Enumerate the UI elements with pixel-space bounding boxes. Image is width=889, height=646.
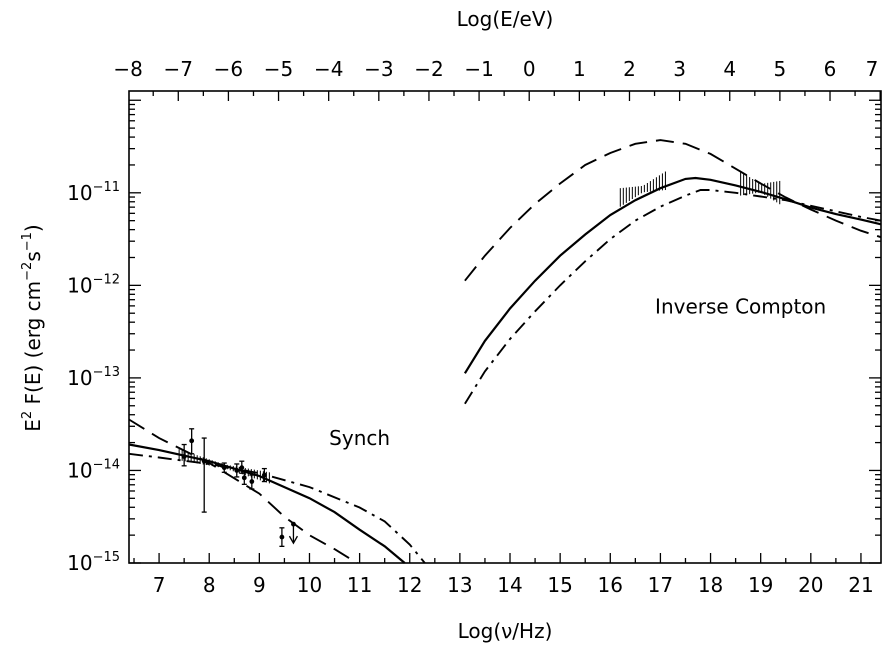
data-point [181,454,187,459]
curve-dashdot [464,189,882,405]
data-points [181,428,299,547]
y-tick-label: 10−15 [67,550,120,575]
curve-dashed [128,418,358,564]
x-tick-label: 15 [547,573,572,597]
x-tick-label: 9 [253,573,266,597]
y-axis-title: E2 F(E) (erg cm−2s−1) [20,224,45,431]
y-tick-label: 10−14 [67,457,120,482]
x-tick-label: 16 [598,573,623,597]
y-tick-label: 10−11 [67,180,120,205]
bowtie [619,171,666,207]
x-tick-label: 7 [153,573,166,597]
curve-solid [463,176,882,374]
top-tick-label: −2 [414,57,443,81]
top-tick-label: 1 [573,57,586,81]
curve-solid [128,443,406,564]
data-point [239,465,245,471]
top-tick-label: 7 [866,57,879,81]
top-tick-label: −1 [464,57,493,81]
curve-dashdot [128,452,426,564]
annotation-synch: Synch [329,426,390,450]
x-tick-label: 8 [203,573,216,597]
data-point [189,438,195,444]
plot-frame [128,90,882,564]
axis-ticks [129,91,881,564]
data-point [261,472,267,478]
top-axis-title: Log(E/eV) [457,7,554,31]
data-point [241,475,247,481]
top-tick-label: 2 [623,57,636,81]
x-tick-label: 13 [447,573,472,597]
bowtie-group [178,171,781,484]
upper-limit-arrow [288,535,299,545]
x-tick-label: 11 [347,573,372,597]
x-tick-label: 10 [297,573,322,597]
annotation-inverse-compton: Inverse Compton [655,295,826,319]
y-tick-label: 10−13 [67,365,120,390]
data-point [279,534,285,540]
x-tick-label: 19 [748,573,773,597]
x-tick-label: 21 [848,573,873,597]
top-tick-label: 4 [723,57,736,81]
x-tick-label: 20 [798,573,823,597]
data-point [201,458,207,464]
top-tick-label: −7 [164,57,193,81]
top-tick-label: −4 [314,57,343,81]
top-tick-label: −6 [214,57,243,81]
bottom-axis-labels: 7 8 9 10 11 12 13 14 15 16 17 18 19 20 21 [153,573,874,597]
y-axis-labels: 10−11 10−12 10−13 10−14 10−15 [67,180,120,575]
data-point [221,465,227,471]
top-tick-label: 6 [824,57,837,81]
top-tick-label: −5 [264,57,293,81]
top-tick-label: −8 [113,57,142,81]
data-point [249,479,255,484]
top-axis-labels: −8 −7 −6 −5 −4 −3 −2 −1 0 1 2 3 4 5 6 7 [113,57,878,81]
top-tick-label: 3 [673,57,686,81]
top-tick-label: 0 [523,57,536,81]
x-tick-label: 18 [698,573,723,597]
top-tick-label: 5 [774,57,787,81]
x-tick-label: 12 [397,573,422,597]
x-tick-label: 14 [497,573,522,597]
top-tick-label: −3 [364,57,393,81]
y-tick-label: 10−12 [67,272,120,297]
model-curves [128,139,882,564]
x-tick-label: 17 [648,573,673,597]
curve-dashed [464,139,882,282]
data-point [234,468,240,473]
x-axis-title: Log(ν/Hz) [458,619,553,643]
